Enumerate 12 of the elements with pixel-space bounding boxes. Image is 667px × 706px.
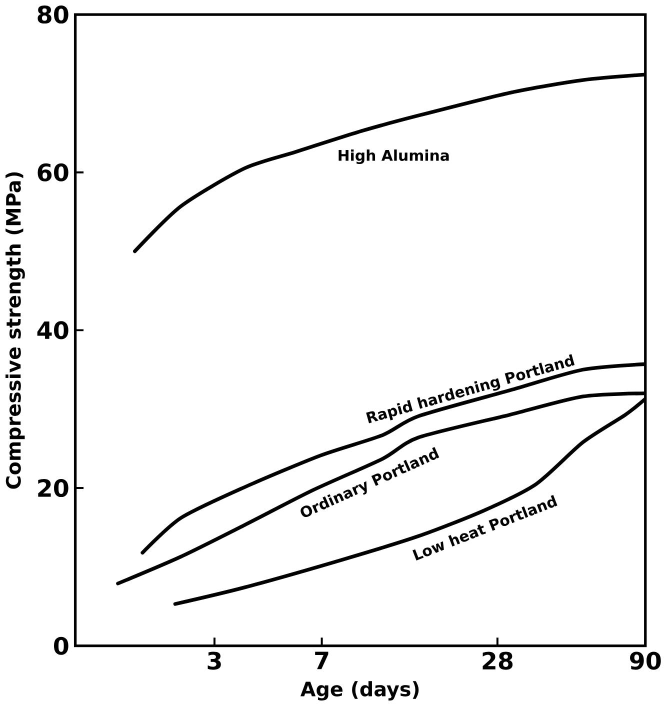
series-label: High Alumina: [338, 149, 449, 164]
y-tick-label: 60: [38, 163, 68, 182]
y-axis-title: Compressive strength (MPa): [5, 172, 25, 489]
y-tick-label: 0: [54, 636, 68, 655]
x-axis-title: Age (days): [300, 681, 418, 700]
x-tick-label: 28: [482, 652, 512, 670]
y-tick-label: 20: [38, 479, 68, 498]
y-tick-label: 80: [37, 6, 68, 24]
x-tick-label: 90: [630, 652, 661, 670]
x-tick-label: 7: [314, 652, 328, 670]
x-tick-label: 3: [208, 652, 221, 670]
y-tick-label: 40: [37, 321, 68, 340]
